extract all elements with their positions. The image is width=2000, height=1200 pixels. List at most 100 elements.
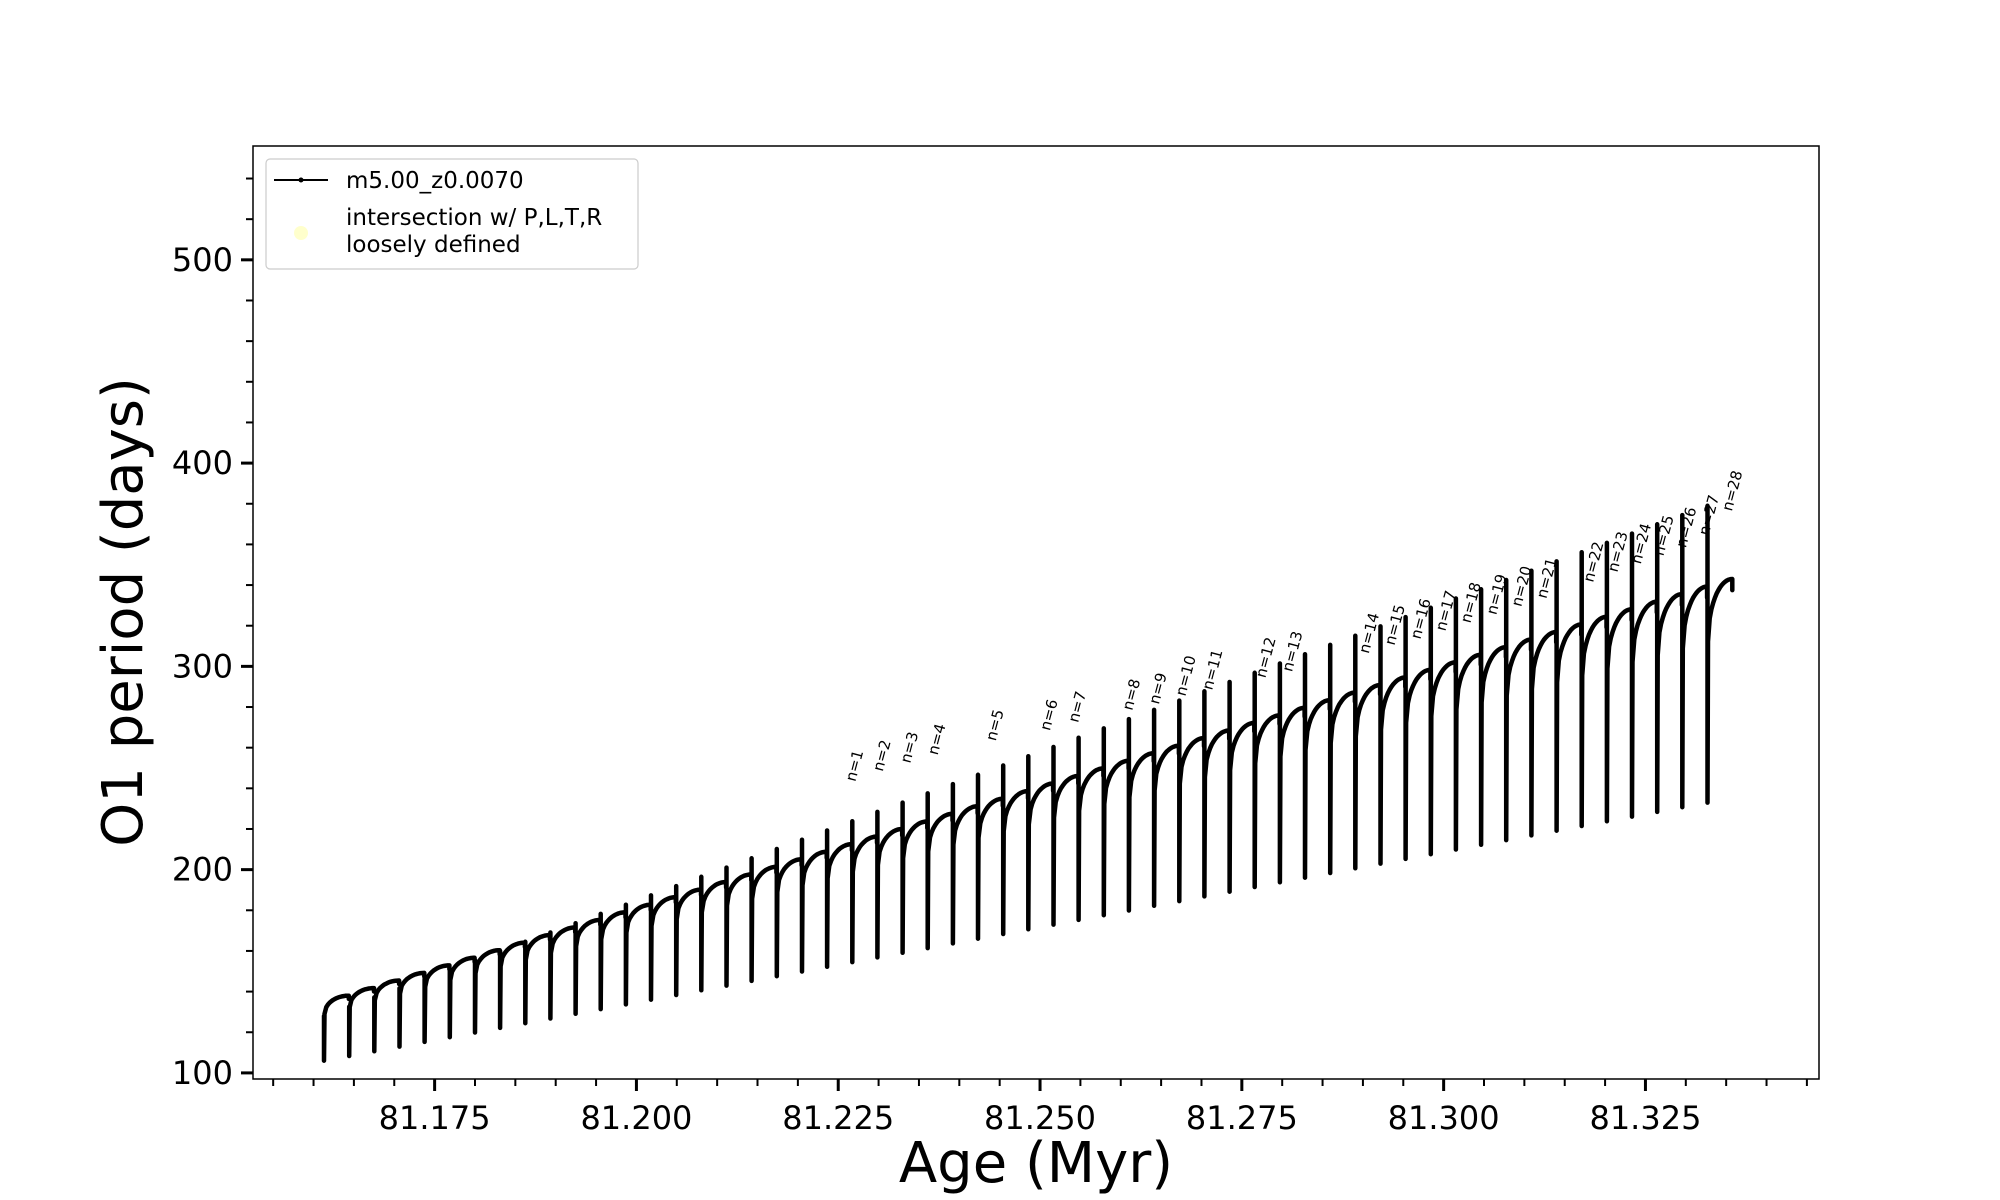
series-cycle — [975, 772, 1006, 941]
series-cycle — [774, 846, 804, 979]
legend-entry-intersection-line2: loosely defined — [346, 232, 521, 258]
x-tick-label: 81.325 — [1589, 1099, 1701, 1137]
legend-frame — [265, 158, 639, 270]
series-cycle — [875, 809, 905, 960]
series-cycle — [573, 917, 603, 1017]
cycle-annotation: n=4 — [924, 722, 950, 757]
series-cycle — [1654, 522, 1685, 815]
x-tick-label: 81.225 — [782, 1099, 894, 1137]
series-cycle — [1529, 568, 1559, 838]
series-cycle — [548, 925, 578, 1021]
series-cycle — [1705, 503, 1735, 805]
cycle-annotation: n=7 — [1064, 689, 1090, 724]
series-cycle — [1378, 624, 1408, 866]
series-cycle — [850, 818, 880, 965]
series-cycle — [1478, 587, 1509, 848]
series-cycle — [523, 932, 553, 1026]
cycle-annotation: n=24 — [1627, 521, 1655, 565]
y-axis-title: O1 period (days) — [91, 377, 156, 847]
series-cycle — [1554, 559, 1584, 833]
cycle-annotation: n=22 — [1579, 540, 1607, 584]
series-cycle — [472, 947, 502, 1035]
cycle-annotation: n=8 — [1119, 677, 1145, 712]
series-cycle — [673, 883, 704, 998]
cycle-annotation: n=5 — [982, 707, 1008, 742]
cycle-annotation: n=11 — [1198, 647, 1226, 691]
x-tick-label: 81.250 — [984, 1099, 1096, 1137]
cycle-annotation: n=10 — [1172, 654, 1200, 698]
series-cycle — [1579, 549, 1609, 829]
series-cycle — [1453, 596, 1483, 852]
series-cycle — [648, 893, 679, 1002]
series-cycle — [598, 910, 628, 1012]
series-cycle — [623, 902, 653, 1007]
cycle-annotation: n=1 — [842, 748, 868, 783]
series-cycle — [1076, 735, 1106, 923]
x-axis-title: Age (Myr) — [899, 1131, 1173, 1196]
series-cycle — [799, 837, 829, 974]
plot-frame — [252, 145, 1820, 1080]
series-cycle — [1277, 661, 1307, 885]
cycle-annotation: n=28 — [1718, 469, 1746, 513]
series-cycle — [321, 993, 352, 1063]
cycle-annotation: n=12 — [1252, 635, 1280, 679]
series-cycle — [1327, 642, 1358, 876]
series-cycle — [346, 985, 377, 1059]
cycle-annotation: n=13 — [1278, 629, 1306, 673]
series-cycle — [925, 791, 955, 951]
series-cycle — [1000, 763, 1031, 937]
series-cycle — [1177, 698, 1207, 904]
series-cycle — [900, 800, 930, 956]
y-tick-label: 200 — [172, 851, 233, 889]
x-tick-label: 81.200 — [580, 1099, 692, 1137]
cycle-annotation: n=6 — [1036, 697, 1062, 732]
series-cycle — [1680, 512, 1710, 810]
series-cycle — [1126, 716, 1156, 913]
series-cycle — [950, 781, 980, 946]
legend: m5.00_z0.0070 intersection w/ P,L,T,R lo… — [265, 158, 639, 270]
legend-marker-swatch — [298, 177, 304, 183]
series-cycle — [1227, 679, 1257, 894]
series-cycle — [699, 874, 729, 993]
series-cycle — [1051, 744, 1081, 927]
series-cycle — [1503, 577, 1534, 843]
x-axis: 81.175 81.200 81.225 81.250 81.275 81.300 81.3… — [272, 1079, 1808, 1137]
cycle-annotation: n=27 — [1695, 493, 1723, 537]
y-tick-label: 400 — [172, 444, 233, 482]
series-cycle — [1151, 707, 1182, 909]
series-cycle — [1252, 670, 1282, 890]
series-cycle — [1302, 651, 1333, 880]
series-cycle — [1403, 614, 1433, 862]
cycle-annotation: n=9 — [1145, 671, 1171, 706]
series-cycle — [1604, 540, 1634, 824]
series-cycle — [724, 865, 754, 988]
x-tick-label: 81.300 — [1388, 1099, 1500, 1137]
series-cycle — [422, 963, 452, 1045]
series-cycle — [447, 955, 477, 1040]
series-cycle — [372, 978, 402, 1054]
series-cycle — [497, 940, 528, 1031]
annotation-group: n=1 n=2 n=3 n=4 n=5 n=6 n=7 n=8 n=9 n=10n=11 n=12n… — [842, 469, 1747, 784]
y-tick-label: 300 — [172, 647, 233, 685]
x-tick-label: 81.175 — [379, 1099, 491, 1137]
series-group — [321, 503, 1735, 1063]
legend-entry-intersection-line1: intersection w/ P,L,T,R — [346, 205, 602, 231]
series-cycle — [749, 856, 779, 984]
series-cycle — [1629, 531, 1660, 819]
cycle-annotation: n=23 — [1604, 530, 1632, 574]
series-cycle — [1353, 633, 1383, 871]
legend-entry-series: m5.00_z0.0070 — [346, 168, 524, 194]
series-cycle — [1026, 753, 1056, 932]
cycle-annotation: n=3 — [897, 730, 923, 765]
series-cycle — [1202, 689, 1232, 899]
series-cycle — [824, 828, 855, 970]
legend-dot-swatch — [294, 226, 308, 240]
y-axis: 100 200 300 400 500 — [172, 177, 253, 1092]
x-tick-label: 81.275 — [1186, 1099, 1298, 1137]
y-tick-label: 500 — [172, 241, 233, 279]
series-cycle — [1428, 605, 1458, 857]
series-cycle — [397, 970, 427, 1049]
cycle-annotation: n=2 — [869, 738, 895, 773]
cycle-annotation: n=25 — [1650, 513, 1678, 557]
